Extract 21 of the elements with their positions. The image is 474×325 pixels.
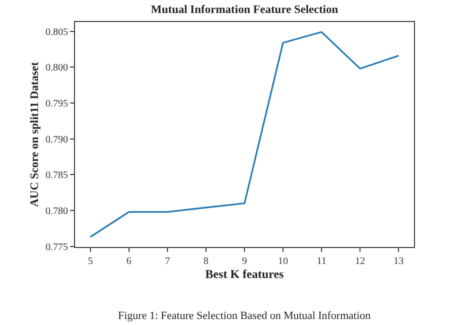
x-tick-label: 10 [278,256,288,267]
x-tick-label: 11 [316,256,326,267]
y-tick-label: 0.785 [46,170,68,182]
x-tick-label: 13 [394,256,404,267]
y-tick-label: 0.805 [46,26,68,38]
y-tick-label: 0.800 [46,62,68,74]
x-axis-title: Best K features [205,267,284,281]
chart-title: Mutual Information Feature Selection [150,4,339,16]
x-tick-label: 9 [242,256,247,267]
y-tick-label: 0.775 [46,242,68,253]
x-tick-label: 6 [126,256,132,267]
x-tick-label: 7 [164,256,170,267]
x-tick-label: 8 [203,256,208,267]
caption: Figure 1: Feature Selection Based on Mutual Information [118,310,372,322]
line-series [90,31,400,238]
x-tick-label: 5 [88,256,93,267]
y-tick-label: 0.790 [46,134,68,146]
y-tick-label: 0.795 [46,98,68,110]
x-tick-label: 12 [355,256,366,267]
y-tick-label: 0.780 [46,206,68,217]
y-axis-title: AUC Score on split11 Dataset [28,62,41,207]
